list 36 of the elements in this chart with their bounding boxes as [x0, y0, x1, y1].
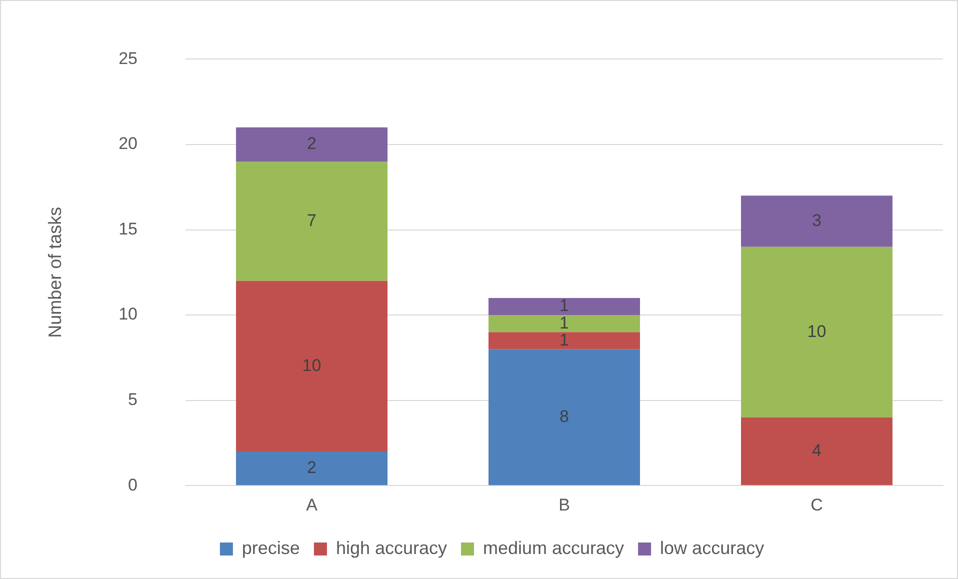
bar: [741, 417, 892, 486]
bar: [236, 127, 388, 162]
data-label: 10: [302, 356, 322, 375]
bar: [236, 162, 388, 281]
bar: [488, 315, 640, 332]
legend-label: low accuracy: [660, 538, 764, 558]
x-tick-label: A: [306, 495, 318, 514]
bar: [741, 246, 892, 418]
y-tick-label: 5: [128, 390, 138, 410]
y-tick-label: 20: [118, 134, 138, 154]
legend-label: medium accuracy: [483, 538, 624, 558]
bar: [488, 298, 640, 316]
y-axis-title: Number of tasks: [44, 206, 65, 338]
bar: [236, 451, 388, 486]
bar: [488, 332, 640, 350]
bar: [236, 280, 388, 452]
bar: [741, 196, 892, 247]
y-tick-label: 15: [118, 219, 138, 238]
data-label: 2: [307, 458, 316, 477]
data-label: 10: [807, 322, 826, 341]
legend-label: precise: [242, 538, 300, 558]
data-label: 3: [812, 210, 822, 230]
data-label: 8: [560, 406, 569, 426]
y-tick-label: 25: [118, 48, 138, 68]
legend-label: high accuracy: [336, 538, 448, 558]
data-label: 1: [560, 330, 569, 350]
data-label: 7: [307, 210, 316, 230]
x-tick-label: C: [810, 495, 823, 514]
x-tick-label: B: [558, 495, 570, 514]
data-label: 1: [560, 313, 569, 332]
y-tick-label: 0: [128, 475, 138, 494]
bar: [488, 349, 640, 486]
data-label: 2: [307, 134, 316, 154]
y-tick-label: 10: [118, 304, 138, 324]
data-label: 1: [560, 296, 569, 316]
data-label: 4: [812, 440, 822, 460]
